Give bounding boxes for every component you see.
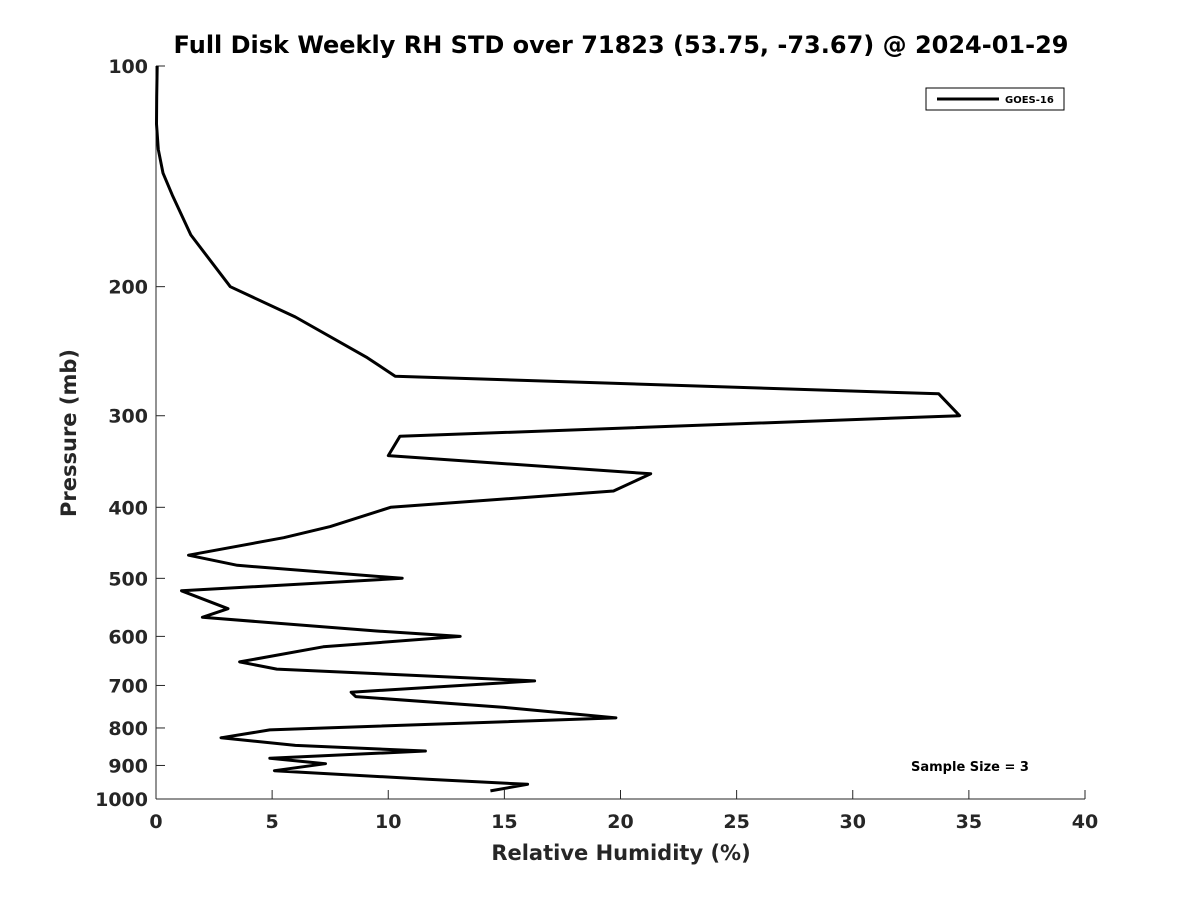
y-tick-label: 300 [108, 406, 148, 428]
y-tick-label: 900 [108, 755, 148, 777]
y-tick-label: 1000 [95, 789, 148, 811]
sample-size-annotation: Sample Size = 3 [911, 760, 1029, 775]
y-tick-label: 200 [108, 277, 148, 299]
y-tick-label: 700 [108, 675, 148, 697]
x-tick-label: 30 [840, 811, 866, 833]
y-tick-label: 800 [108, 718, 148, 740]
x-tick-label: 25 [723, 811, 749, 833]
y-axis-label: Pressure (mb) [57, 349, 81, 517]
x-tick-label: 5 [266, 811, 279, 833]
x-tick-label: 35 [956, 811, 982, 833]
y-tick-label: 500 [108, 568, 148, 590]
legend-label-goes16: GOES-16 [1005, 95, 1054, 106]
x-tick-label: 20 [607, 811, 633, 833]
plot-area: 0 5 10 15 20 25 30 35 40 100 200 300 400 500 600 700 800… [95, 56, 1098, 833]
chart-title: Full Disk Weekly RH STD over 71823 (53.7… [174, 31, 1069, 59]
series-line-goes-16 [155, 65, 962, 793]
y-tick-label: 600 [108, 626, 148, 648]
x-tick-label: 40 [1072, 811, 1098, 833]
x-tick-label: 0 [149, 811, 162, 833]
x-axis-label: Relative Humidity (%) [491, 841, 750, 865]
y-tick-label: 100 [108, 56, 148, 78]
x-tick-label: 15 [491, 811, 517, 833]
y-tick-label: 400 [108, 497, 148, 519]
x-tick-label: 10 [375, 811, 401, 833]
legend: GOES-16 [925, 87, 1065, 111]
